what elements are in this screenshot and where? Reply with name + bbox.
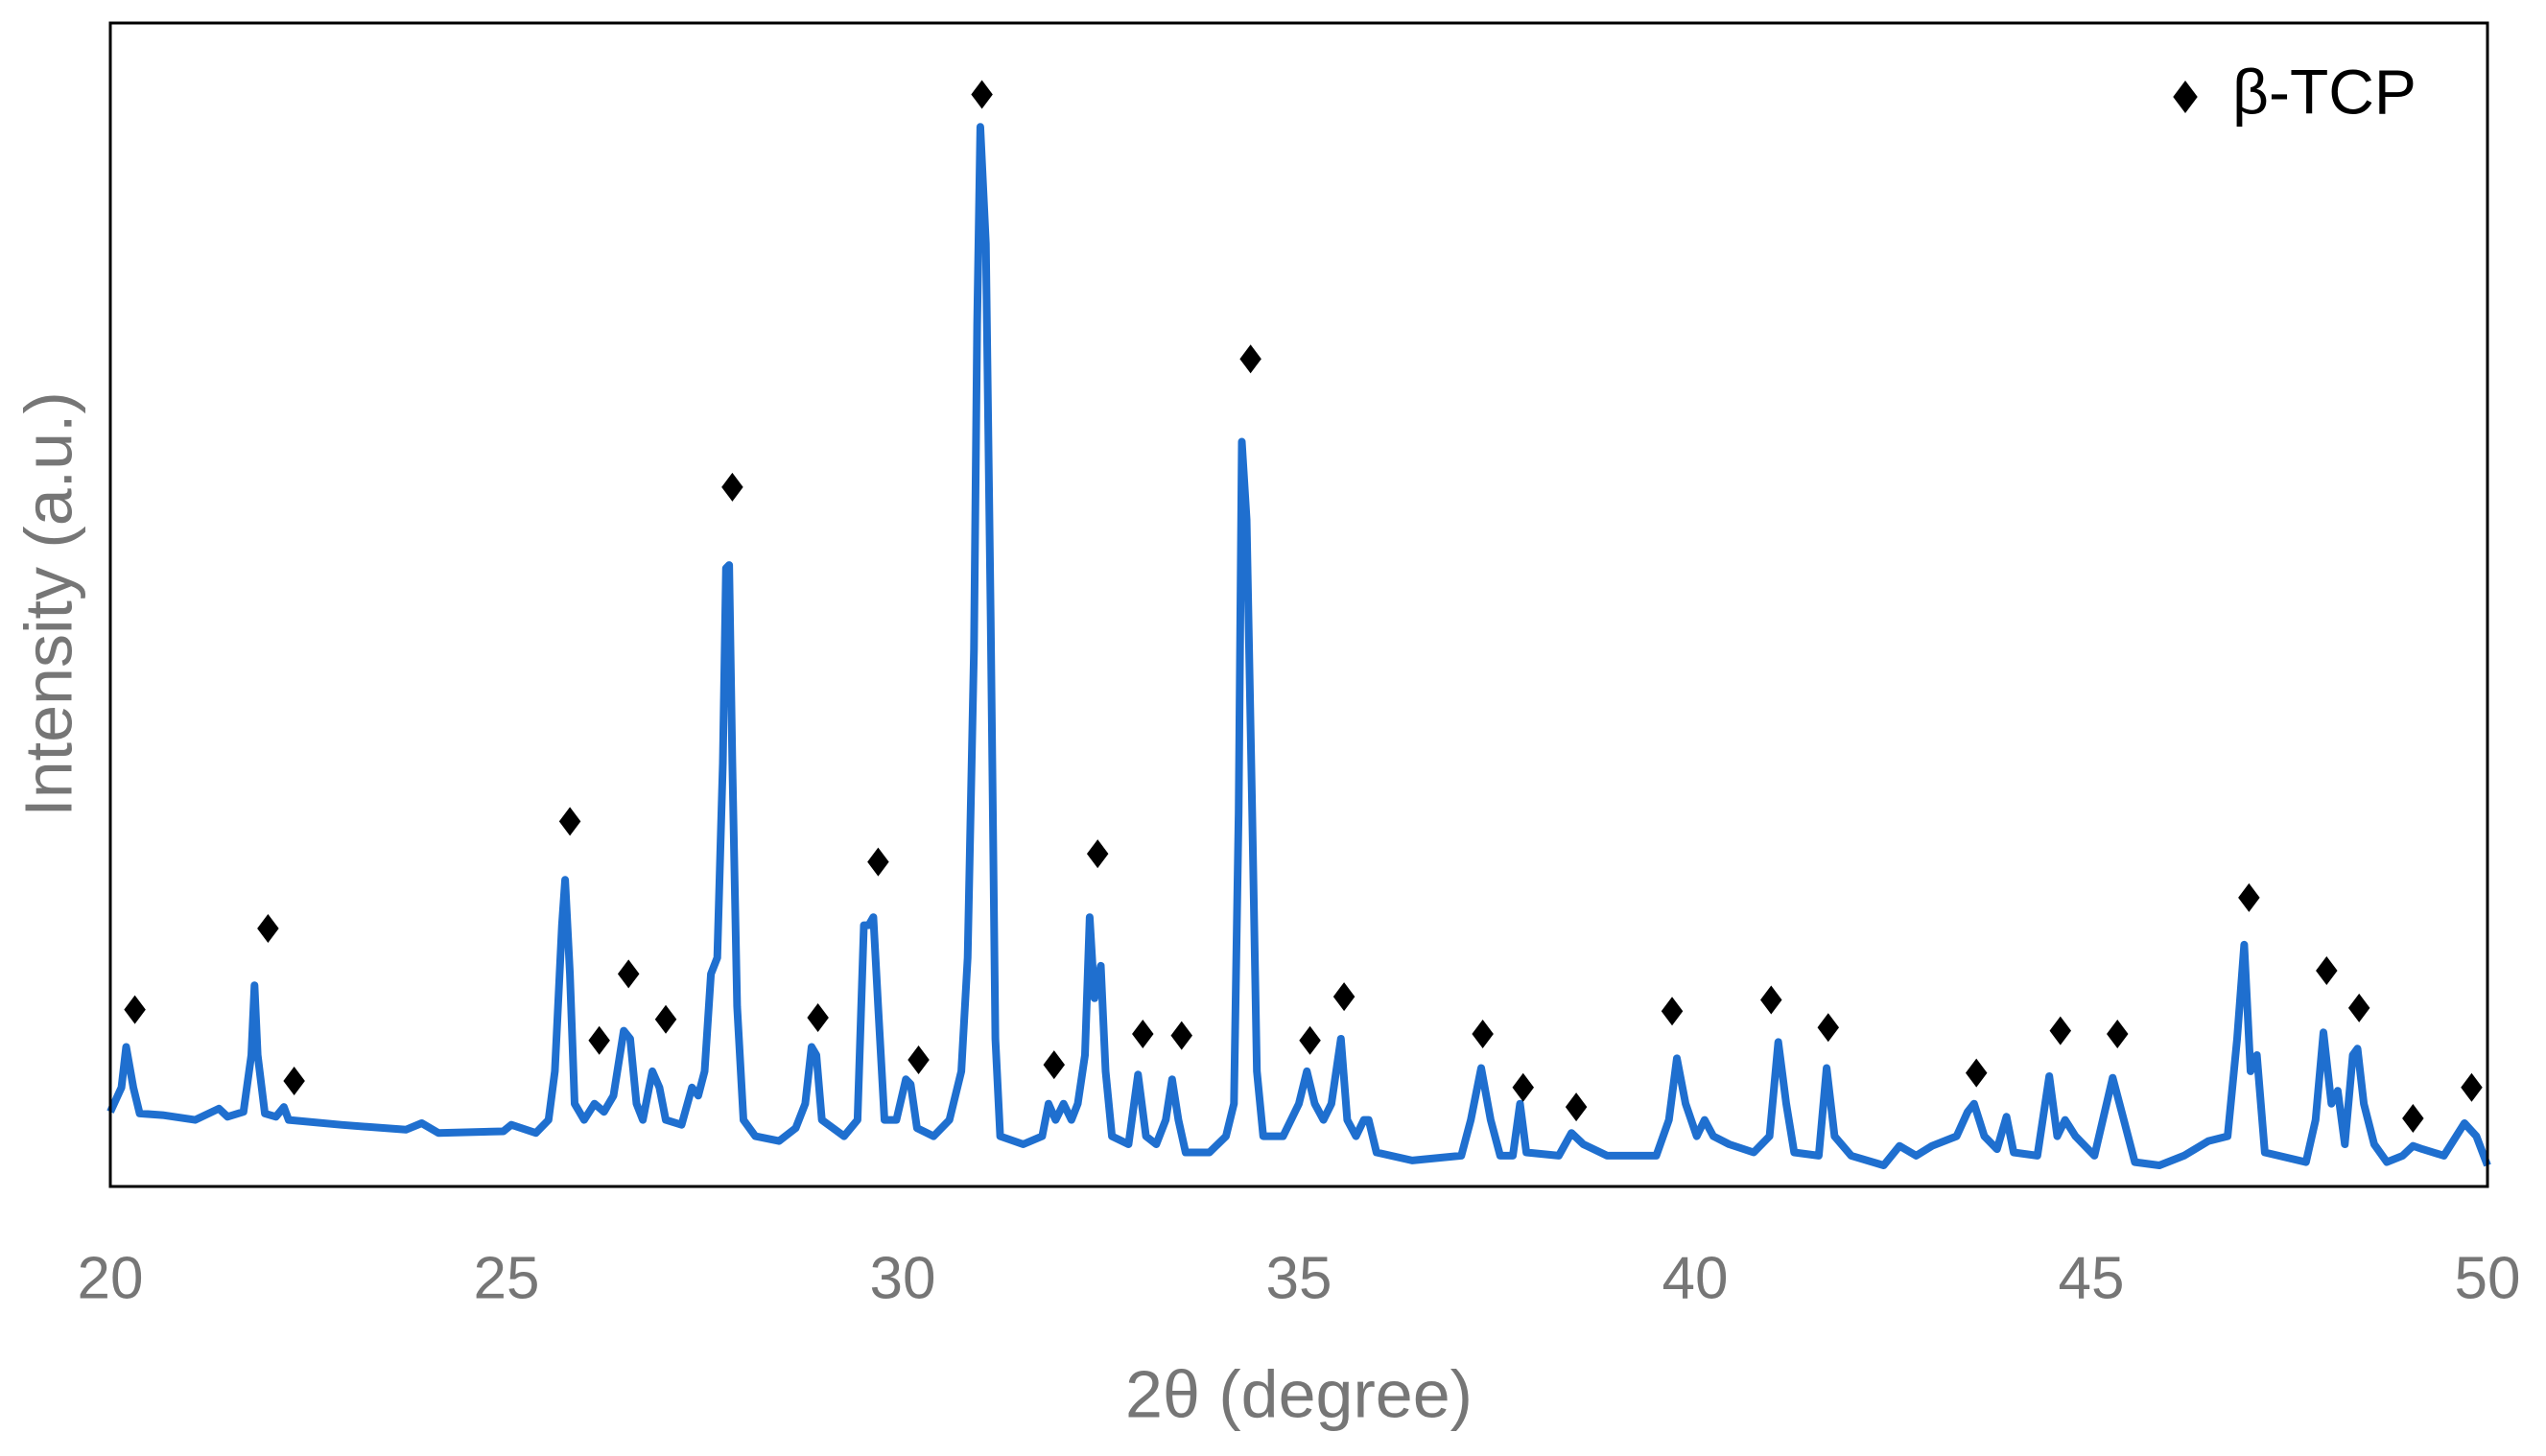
peak-marker bbox=[807, 1003, 829, 1033]
peak-marker bbox=[1299, 1025, 1321, 1055]
peak-marker bbox=[2461, 1072, 2483, 1102]
peak-marker bbox=[283, 1067, 305, 1096]
peak-marker bbox=[1043, 1050, 1066, 1080]
peak-marker bbox=[654, 1004, 677, 1034]
peak-marker bbox=[1170, 1021, 1193, 1050]
peak-marker bbox=[1239, 344, 1261, 374]
peak-marker bbox=[1512, 1072, 1535, 1102]
x-tick-label: 20 bbox=[78, 1245, 144, 1311]
peak-marker bbox=[558, 807, 581, 836]
peak-marker bbox=[2049, 1016, 2072, 1045]
peak-marker bbox=[1760, 985, 1782, 1015]
peak-marker bbox=[1565, 1092, 1588, 1122]
legend-label: β-TCP bbox=[2232, 56, 2416, 127]
x-tick-label: 50 bbox=[2455, 1245, 2521, 1311]
peak-marker bbox=[1661, 997, 1684, 1026]
x-tick-label: 45 bbox=[2059, 1245, 2125, 1311]
x-tick-label: 25 bbox=[474, 1245, 540, 1311]
peak-marker bbox=[721, 472, 743, 502]
peak-marker bbox=[2402, 1103, 2424, 1133]
x-tick-label: 40 bbox=[1662, 1245, 1729, 1311]
peak-marker bbox=[2107, 1019, 2129, 1048]
peak-marker bbox=[908, 1045, 930, 1075]
peak-marker bbox=[1965, 1058, 1988, 1088]
peak-marker bbox=[1472, 1019, 1494, 1048]
peak-marker bbox=[2316, 955, 2338, 985]
peak-marker bbox=[1332, 982, 1356, 1012]
legend-marker bbox=[2173, 81, 2198, 113]
y-axis-title: Intensity (a.u.) bbox=[11, 391, 85, 817]
peak-marker bbox=[1132, 1019, 1154, 1048]
peak-marker bbox=[124, 995, 146, 1024]
peak-marker bbox=[2238, 882, 2260, 912]
peak-marker bbox=[617, 959, 640, 989]
x-tick-label: 35 bbox=[1266, 1245, 1332, 1311]
x-tick-label: 30 bbox=[870, 1245, 936, 1311]
peak-marker bbox=[588, 1025, 610, 1055]
peak-marker bbox=[257, 914, 279, 944]
peak-marker bbox=[2347, 993, 2370, 1022]
peak-marker bbox=[1086, 839, 1109, 869]
peak-marker bbox=[971, 80, 993, 109]
peak-marker bbox=[867, 847, 889, 877]
x-axis-title: 2θ (degree) bbox=[1125, 1356, 1473, 1431]
plot-frame bbox=[108, 21, 2489, 1188]
diffraction-line bbox=[106, 123, 2491, 1169]
peak-marker bbox=[1817, 1013, 1840, 1043]
